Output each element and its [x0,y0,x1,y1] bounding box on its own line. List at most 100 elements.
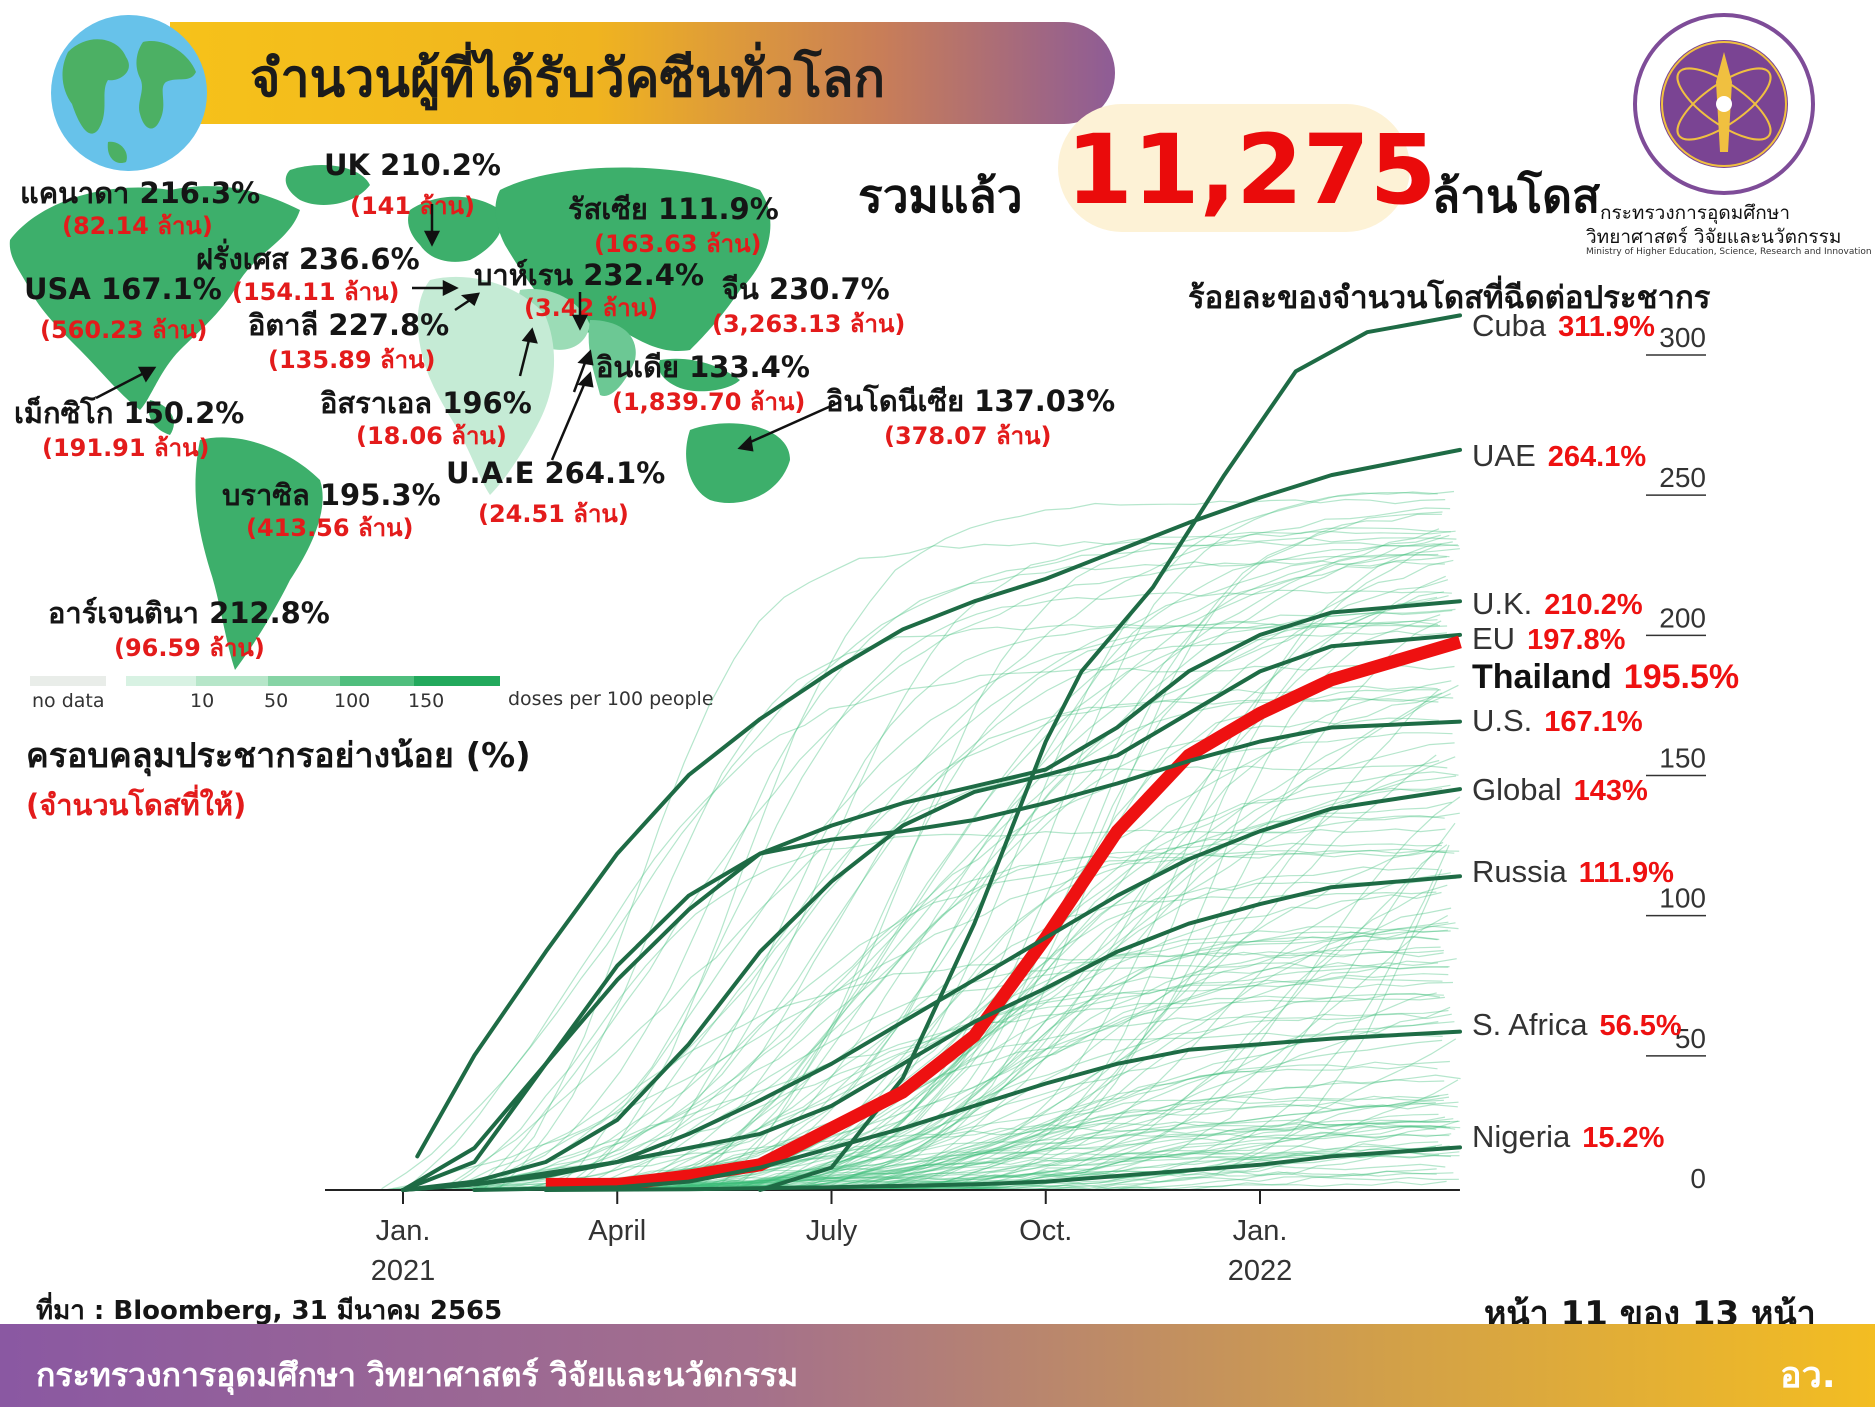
series-value-label: 264.1% [1548,441,1647,473]
chart-background-line [723,928,1448,1191]
chart-background-line [489,528,1440,1190]
series-value-label: 167.1% [1544,706,1643,738]
chart-background-line [743,841,1444,1189]
total-prefix: รวมแล้ว [858,169,1023,223]
chart-background-line [612,962,1439,1191]
map-india [588,320,636,396]
map-label-canada: แคนาดา 216.3% [20,176,261,210]
series-name-label: Global [1472,772,1562,807]
chart-background-line [823,595,1449,1191]
page-title: จำนวนผู้ที่ได้รับวัคซีนทั่วโลก [250,49,886,109]
map-legend-tick: 100 [334,690,371,712]
map-sub-china: (3,263.13 ล้าน) [712,310,906,338]
y-tick-label: 100 [1659,883,1706,914]
footer-ministry: กระทรวงการอุดมศึกษา วิทยาศาสตร์ วิจัยและ… [36,1356,799,1394]
chart-background-line [472,764,1448,1191]
map-legend-tick: 150 [408,690,445,712]
map-label-bahrain: บาห์เรน 232.4% [474,258,705,292]
x-tick-label: July [806,1215,858,1247]
map-legend-tick: 10 [190,690,215,712]
chart-background-line [450,507,1451,1191]
x-tick-label: April [588,1215,646,1247]
map-label-usa: USA 167.1% [24,272,222,306]
chart-background-line [712,620,1438,1191]
map-label-uae: U.A.E 264.1% [446,456,666,490]
series-value-label: 197.8% [1527,624,1626,656]
chart-background-line [586,1125,1437,1190]
chart-background-line [671,556,1447,1191]
chart-background-line [819,993,1444,1191]
chart-background-line [717,511,1443,1190]
chart-background-line [620,849,1446,1189]
map-legend-bar [30,676,500,686]
series-name-label: Nigeria [1472,1119,1571,1154]
chart-background-line [500,693,1451,1190]
series-name-label: Thailand [1472,658,1612,696]
map-sub-france: (154.11 ล้าน) [232,278,400,306]
chart-background-line [611,1170,1437,1191]
map-sub-uk: (141 ล้าน) [350,192,475,220]
map-central-america [148,400,174,435]
map-sub-canada: (82.14 ล้าน) [62,212,213,240]
chart-background-line [739,759,1440,1191]
chart-background-line [866,868,1443,1191]
map-label-india: อินเดีย 133.4% [596,350,810,384]
ministry-name-th-line2: วิทยาศาสตร์ วิจัยและนวัตกรรม [1586,226,1842,248]
x-tick-year: 2021 [371,1255,436,1287]
map-sub-italy: (135.89 ล้าน) [268,346,436,374]
ministry-name-th-line1: กระทรวงการอุดมศึกษา [1600,202,1790,224]
chart-background-line [583,684,1459,1191]
chart-background-line [553,981,1454,1191]
chart-background-line [783,1120,1459,1191]
series-name-label: EU [1472,621,1515,656]
series-value-label: 15.2% [1582,1122,1664,1154]
series-line-nigeria [543,1145,1462,1192]
y-tick-label: 150 [1659,743,1706,774]
chart-background-line [384,812,1460,1191]
source-note: ที่มา : Bloomberg, 31 มีนาคม 2565 [36,1296,503,1326]
chart-background-line [850,784,1451,1191]
map-legend-unit: doses per 100 people [508,688,714,710]
map-sub-uae: (24.51 ล้าน) [478,500,629,528]
x-tick-label: Oct. [1019,1215,1072,1247]
chart-background-line [404,664,1455,1191]
series-value-label: 210.2% [1544,589,1643,621]
series-name-label: Russia [1472,854,1568,889]
map-label-china: จีน 230.7% [722,272,890,306]
map-sub-india: (1,839.70 ล้าน) [612,388,806,416]
map-africa [417,276,555,495]
chart-background-line [448,966,1449,1190]
chart-background-line [641,692,1443,1191]
chart-background-line [474,554,1450,1190]
chart-background-line [405,530,1456,1191]
map-sub-israel: (18.06 ล้าน) [356,422,507,450]
chart-background-line [599,964,1450,1191]
y-tick-label: 200 [1659,602,1706,633]
globe-icon [51,15,207,171]
series-line-u-k- [401,599,1462,1192]
chart-background-line [751,801,1452,1191]
chart-background-line [594,1148,1445,1191]
chart-background-line [443,951,1444,1189]
x-tick-year: 2022 [1228,1255,1293,1287]
series-name-label: Cuba [1472,308,1547,343]
series-line-s-africa [472,1029,1462,1192]
chart-background-line [569,1099,1444,1191]
chart-background-line [612,491,1438,1190]
total-highlight-box [1058,104,1410,232]
chart-background-line [795,1116,1446,1190]
chart-title: ร้อยละของจำนวนโดสที่ฉีดต่อประชากร [1188,280,1711,316]
chart-background-line [483,541,1460,1189]
series-value-label: 311.9% [1558,311,1655,343]
map-sub-mexico: (191.91 ล้าน) [42,434,210,462]
series-name-label: S. Africa [1472,1007,1588,1042]
vaccination-line-chart: Jan. 2021 April July Oct. Jan. 2022 0 50 100 150 20… [325,308,1739,1287]
map-greenland [285,165,370,205]
map-indonesia [658,358,740,392]
chart-background-line [731,877,1457,1189]
y-tick-label: 50 [1675,1023,1706,1054]
chart-background-line [605,756,1456,1191]
series-line-thailand [545,635,1462,1191]
title-banner [170,22,1115,124]
chart-background-line [614,621,1440,1191]
